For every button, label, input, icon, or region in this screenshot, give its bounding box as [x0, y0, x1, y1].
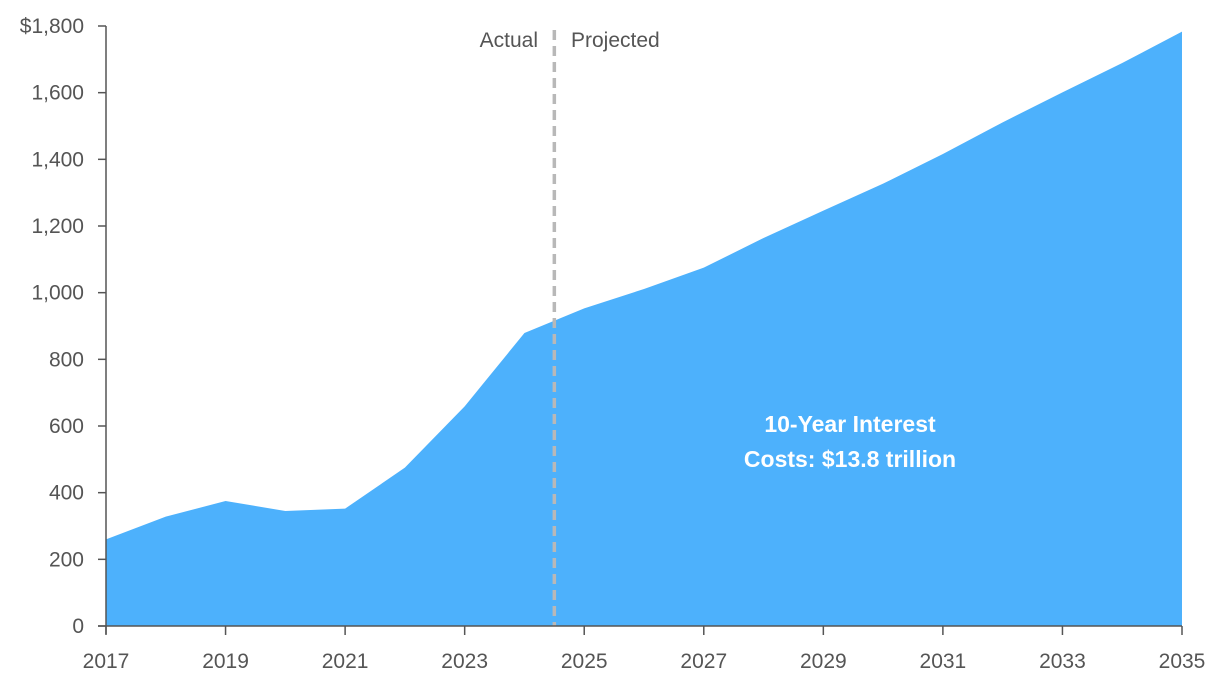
area-layer — [106, 31, 1182, 627]
y-tick-label-1000: 1,000 — [31, 282, 84, 305]
y-tick-label-1800: $1,800 — [20, 15, 84, 38]
y-tick-label-800: 800 — [49, 348, 84, 371]
y-tick-label-1200: 1,200 — [31, 215, 84, 238]
x-tick-label-2033: 2033 — [1039, 650, 1086, 673]
y-tick-label-0: 0 — [72, 615, 84, 638]
x-tick-label-2017: 2017 — [83, 650, 130, 673]
divider-label-actual: Actual — [480, 29, 538, 52]
x-tick-label-2035: 2035 — [1159, 650, 1206, 673]
y-tick-label-1400: 1,400 — [31, 148, 84, 171]
x-tick-label-2029: 2029 — [800, 650, 847, 673]
x-tick-label-2027: 2027 — [680, 650, 727, 673]
y-tick-label-1600: 1,600 — [31, 82, 84, 105]
x-tick-label-2021: 2021 — [322, 650, 369, 673]
y-tick-label-200: 200 — [49, 548, 84, 571]
axis-layer: 0 200 400 600 800 1,000 1,200 1,400 1,600 $1,800 2… — [20, 15, 1206, 673]
y-tick-label-400: 400 — [49, 482, 84, 505]
x-tick-label-2025: 2025 — [561, 650, 608, 673]
divider-label-projected: Projected — [571, 29, 660, 52]
annotation-line-1: 10-Year Interest — [764, 411, 936, 437]
y-tick-label-600: 600 — [49, 415, 84, 438]
label-layer: Actual Projected 10-Year Interest Costs:… — [480, 29, 956, 472]
x-tick-label-2023: 2023 — [441, 650, 488, 673]
interest-cost-area — [106, 31, 1182, 627]
x-tick-label-2031: 2031 — [920, 650, 967, 673]
x-tick-label-2019: 2019 — [202, 650, 249, 673]
annotation-line-2: Costs: $13.8 trillion — [744, 446, 956, 472]
